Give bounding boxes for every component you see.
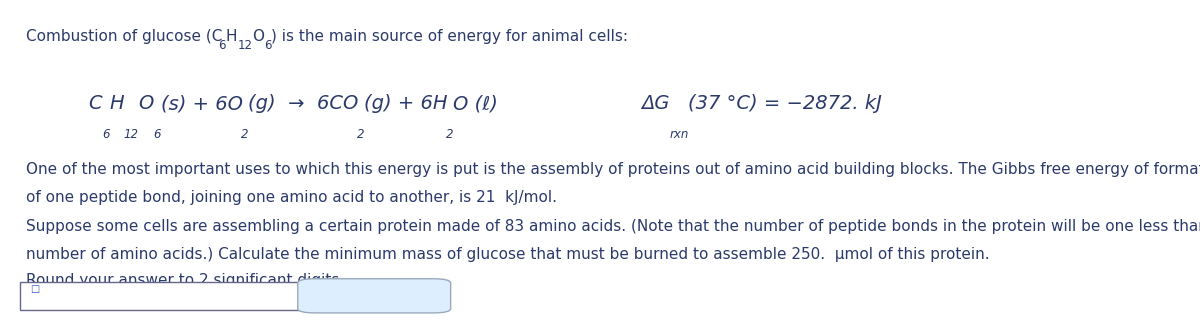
Text: Combustion of glucose (C: Combustion of glucose (C [26,29,222,44]
Text: 2: 2 [241,128,248,141]
Text: O: O [138,94,154,113]
Text: 6: 6 [264,39,271,52]
Text: 12: 12 [238,39,252,52]
Text: □: □ [30,284,38,293]
Text: number of amino acids.) Calculate the minimum mass of glucose that must be burne: number of amino acids.) Calculate the mi… [26,247,990,262]
Text: rxn: rxn [670,128,689,141]
FancyBboxPatch shape [20,282,308,310]
Text: (g)  →  6CO: (g) → 6CO [248,94,359,113]
Text: O: O [252,29,264,44]
Text: O (ℓ): O (ℓ) [454,94,498,113]
Text: 6: 6 [218,39,226,52]
Text: 2: 2 [445,128,454,141]
Text: H: H [109,94,124,113]
Text: of one peptide bond, joining one amino acid to another, is 21  kJ/mol.: of one peptide bond, joining one amino a… [26,190,557,205]
Text: One of the most important uses to which this energy is put is the assembly of pr: One of the most important uses to which … [26,162,1200,177]
Text: Suppose some cells are assembling a certain protein made of 83 amino acids. (Not: Suppose some cells are assembling a cert… [26,219,1200,234]
Text: H: H [226,29,238,44]
FancyBboxPatch shape [298,279,451,313]
Text: ΔG: ΔG [641,94,670,113]
Text: 6: 6 [102,128,109,141]
Text: (g) + 6H: (g) + 6H [364,94,448,113]
Text: Round your answer to 2 significant digits.: Round your answer to 2 significant digit… [26,273,344,288]
Text: ) is the main source of energy for animal cells:: ) is the main source of energy for anima… [271,29,628,44]
Text: C: C [89,94,102,113]
Text: 2: 2 [356,128,364,141]
Text: (s) + 6O: (s) + 6O [161,94,242,113]
Text: (37 °C) = −2872. kJ: (37 °C) = −2872. kJ [688,94,882,113]
Text: 12: 12 [124,128,138,141]
Text: 6: 6 [154,128,161,141]
